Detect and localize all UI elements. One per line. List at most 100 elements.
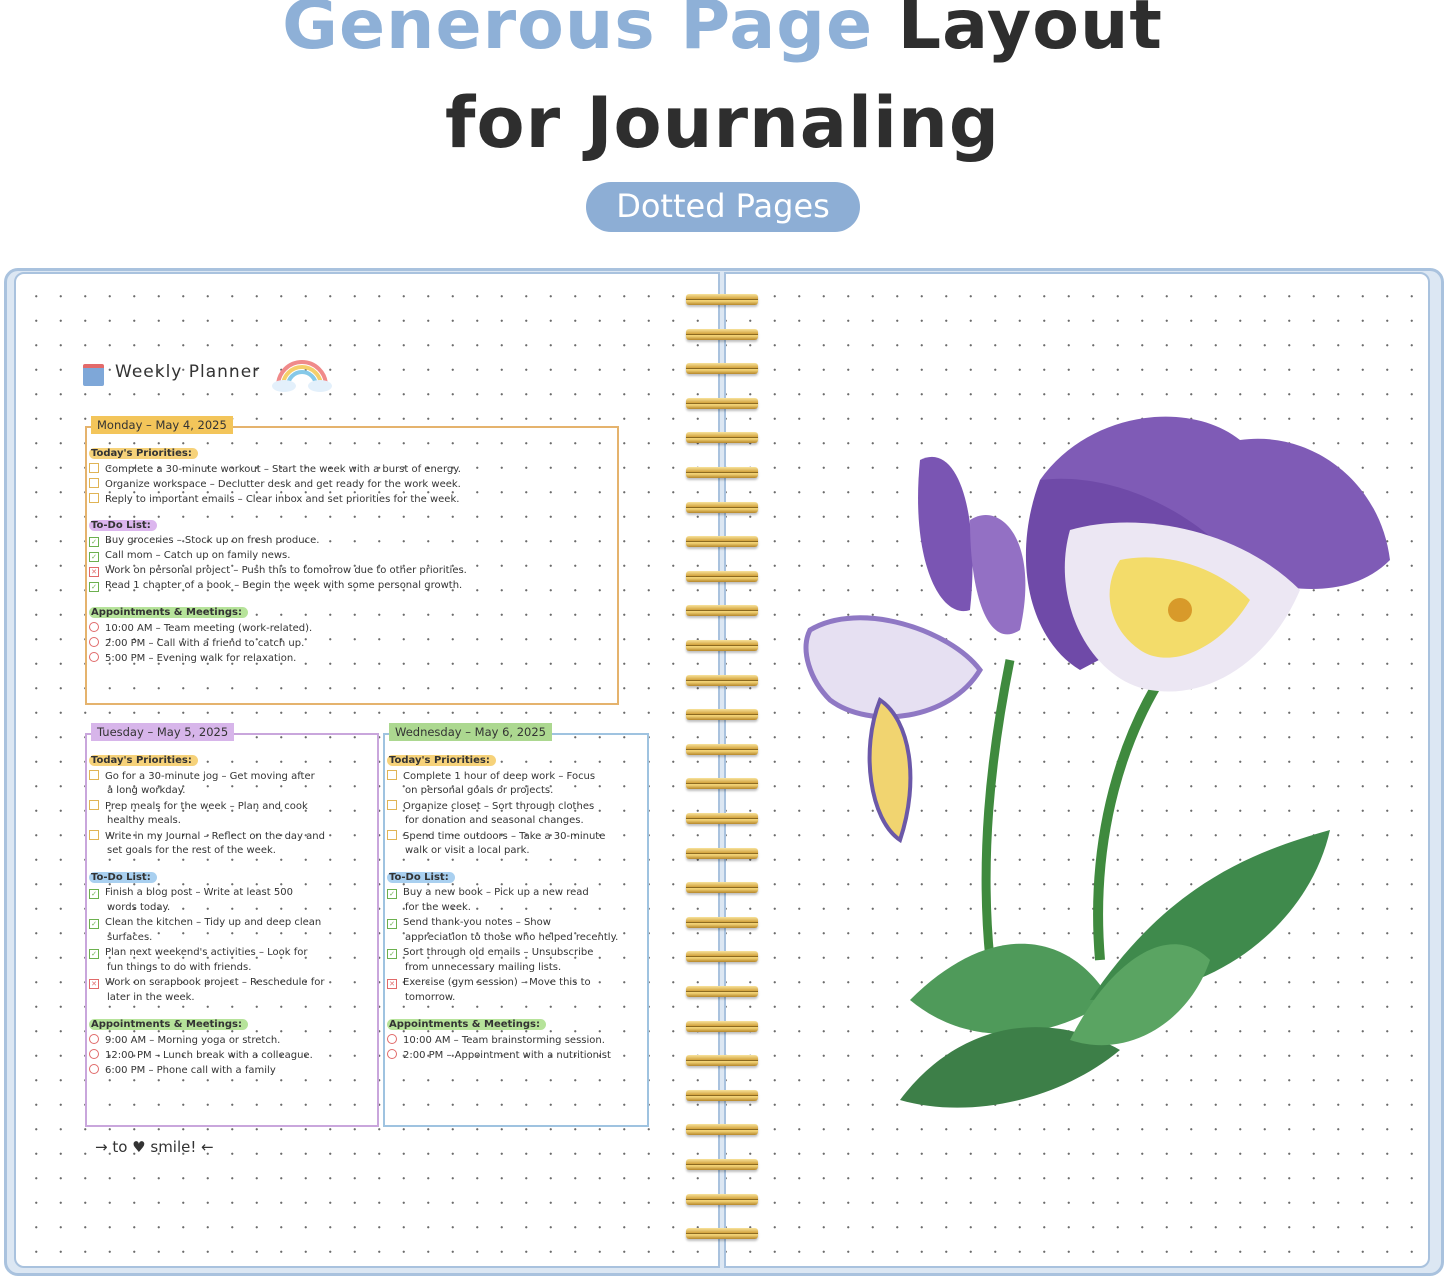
priority-item-text: Organize workspace – Declutter desk and …	[105, 479, 461, 490]
pansy-illustration	[803, 416, 1390, 1108]
checkbox-open[interactable]	[89, 493, 99, 503]
todo-item-text: Plan next weekend's activities – Look fo…	[105, 947, 308, 958]
spiral-ring	[686, 743, 758, 755]
dotted-pages-badge: Dotted Pages	[586, 182, 860, 232]
rainbow-icon	[272, 360, 332, 392]
checkbox-deferred[interactable]: ✕	[387, 979, 397, 989]
checkbox-open[interactable]	[89, 800, 99, 810]
todo-item-text: words today.	[107, 902, 171, 913]
clock-icon[interactable]	[387, 1049, 397, 1059]
checkbox-done[interactable]: ✓	[89, 537, 99, 547]
checkbox-done[interactable]: ✓	[89, 919, 99, 929]
priority-item-text: walk or visit a local park.	[405, 845, 530, 856]
priority-item[interactable]: Complete 1 hour of deep work – Focus	[387, 770, 595, 782]
clock-icon[interactable]	[89, 1064, 99, 1074]
todo-item[interactable]: ✕ Work on personal project – Push this to…	[89, 565, 467, 577]
checkbox-open[interactable]	[387, 770, 397, 780]
priority-item[interactable]: Organize workspace – Declutter desk and …	[89, 478, 461, 490]
todo-item[interactable]: ✓ Buy groceries – Stock up on fresh produ…	[89, 535, 319, 547]
todo-item[interactable]: ✓ Clean the kitchen – Tidy up and deep cl…	[89, 917, 321, 929]
todo-item-text: Buy a new book – Pick up a new read	[403, 887, 589, 898]
checkbox-open[interactable]	[89, 770, 99, 780]
priority-item: for donation and seasonal changes.	[405, 815, 584, 826]
priority-item[interactable]: Spend time outdoors – Take a 30-minute	[387, 830, 605, 842]
calendar-icon	[83, 364, 104, 386]
checkbox-done[interactable]: ✓	[387, 889, 397, 899]
checkbox-done[interactable]: ✓	[89, 889, 99, 899]
todo-item-text: Work on personal project – Push this to …	[105, 565, 467, 576]
appointment-item[interactable]: 10:00 AM – Team meeting (work-related).	[89, 622, 312, 634]
spiral-ring	[686, 397, 758, 409]
checkbox-open[interactable]	[89, 830, 99, 840]
todo-item-text: from unnecessary mailing lists.	[405, 962, 562, 973]
todo-item[interactable]: ✓ Read 1 chapter of a book – Begin the we…	[89, 580, 462, 592]
todo-item[interactable]: ✓ Send thank-you notes – Show	[387, 917, 551, 929]
todo-item[interactable]: ✓ Finish a blog post – Write at least 500	[89, 887, 293, 899]
spiral-ring	[686, 709, 758, 721]
checkbox-open[interactable]	[89, 463, 99, 473]
checkbox-done[interactable]: ✓	[89, 582, 99, 592]
spiral-ring	[686, 1089, 758, 1101]
priority-item-text: Complete a 30-minute workout – Start the…	[105, 464, 461, 475]
day-header: Monday – May 4, 2025	[91, 416, 233, 434]
clock-icon[interactable]	[89, 622, 99, 632]
checkbox-open[interactable]	[387, 830, 397, 840]
checkbox-deferred[interactable]: ✕	[89, 567, 99, 577]
clock-icon[interactable]	[387, 1034, 397, 1044]
checkbox-open[interactable]	[89, 478, 99, 488]
priority-item-text: for donation and seasonal changes.	[405, 815, 584, 826]
clock-icon[interactable]	[89, 1034, 99, 1044]
spiral-ring	[686, 847, 758, 859]
todo-item: words today.	[107, 902, 170, 913]
clock-icon[interactable]	[89, 1049, 99, 1059]
appointment-item-text: 6:00 PM – Phone call with a family	[105, 1065, 276, 1076]
spiral-ring	[686, 1124, 758, 1136]
clock-icon[interactable]	[89, 637, 99, 647]
appointment-item[interactable]: 12:00 PM – Lunch break with a colleague.	[89, 1049, 313, 1061]
spiral-ring	[686, 467, 758, 478]
appointment-item[interactable]: 10:00 AM – Team brainstorming session.	[387, 1034, 605, 1046]
priority-item[interactable]: Prep meals for the week – Plan and cook	[89, 800, 308, 812]
todo-item-text: Buy groceries – Stock up on fresh produc…	[105, 535, 320, 546]
appointment-item[interactable]: 9:00 AM – Morning yoga or stretch.	[89, 1034, 280, 1046]
todo-item[interactable]: ✕ Work on scrapbook project – Reschedule …	[89, 977, 324, 989]
checkbox-deferred[interactable]: ✕	[89, 979, 99, 989]
spiral-ring	[686, 501, 758, 513]
appointment-item[interactable]: 6:00 PM – Phone call with a family	[89, 1064, 276, 1076]
checkbox-done[interactable]: ✓	[387, 949, 397, 959]
spiral-ring	[686, 294, 758, 305]
checkbox-done[interactable]: ✓	[89, 949, 99, 959]
appointment-item[interactable]: 2:00 PM – Call with a friend to catch up…	[89, 637, 304, 649]
todo-item[interactable]: ✓ Plan next weekend's activities – Look f…	[89, 947, 307, 959]
clock-icon[interactable]	[89, 652, 99, 662]
spiral-ring	[686, 1055, 758, 1067]
appointment-item-text: 9:00 AM – Morning yoga or stretch.	[105, 1035, 281, 1046]
appointment-item[interactable]: 5:00 PM – Evening walk for relaxation.	[89, 652, 296, 664]
priority-item[interactable]: Write in my Journal – Reflect on the day…	[89, 830, 325, 842]
priority-item[interactable]: Reply to important emails – Clear inbox …	[89, 493, 459, 505]
appointment-item-text: 12:00 PM – Lunch break with a colleague.	[105, 1050, 313, 1061]
spiral-ring	[686, 1228, 758, 1240]
section-label: To-Do List:	[387, 872, 455, 883]
priority-item-text: healthy meals.	[107, 815, 181, 826]
priority-item[interactable]: Organize closet – Sort through clothes	[387, 800, 594, 812]
spiral-ring	[686, 1193, 758, 1205]
section-label: Appointments & Meetings:	[89, 1019, 248, 1030]
appointment-item[interactable]: 2:00 PM – Appointment with a nutritionis…	[387, 1049, 611, 1061]
planner-title: Weekly Planner	[115, 362, 261, 382]
todo-item[interactable]: ✕ Exercise (gym session) – Move this to	[387, 977, 591, 989]
appointment-item-text: 5:00 PM – Evening walk for relaxation.	[105, 653, 297, 664]
todo-item-text: Exercise (gym session) – Move this to	[403, 977, 591, 988]
priority-item-text: Go for a 30-minute jog – Get moving afte…	[105, 771, 315, 782]
checkbox-open[interactable]	[387, 800, 397, 810]
todo-item-text: Work on scrapbook project – Reschedule f…	[105, 977, 325, 988]
priority-item[interactable]: Complete a 30-minute workout – Start the…	[89, 463, 461, 475]
checkbox-done[interactable]: ✓	[89, 552, 99, 562]
todo-item[interactable]: ✓ Call mom – Catch up on family news.	[89, 550, 290, 562]
todo-item[interactable]: ✓ Buy a new book – Pick up a new read	[387, 887, 589, 899]
todo-item[interactable]: ✓ Sort through old emails – Unsubscribe	[387, 947, 593, 959]
spiral-ring	[686, 605, 758, 617]
priority-item[interactable]: Go for a 30-minute jog – Get moving afte…	[89, 770, 315, 782]
appointment-item-text: 2:00 PM – Call with a friend to catch up…	[105, 638, 305, 649]
checkbox-done[interactable]: ✓	[387, 919, 397, 929]
